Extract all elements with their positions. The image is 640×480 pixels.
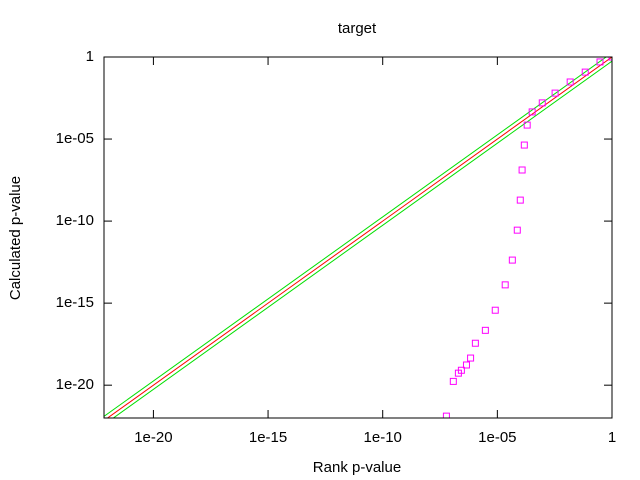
data-point (551, 89, 559, 97)
x-tick-label: 1e-20 (134, 429, 172, 446)
data-point (454, 369, 462, 377)
y-tick-label: 1e-15 (56, 294, 94, 311)
y-tick-label: 1 (86, 48, 94, 65)
plot-frame (103, 56, 613, 419)
data-point (528, 108, 536, 116)
data-point (516, 196, 524, 204)
reference-line (104, 57, 608, 417)
x-tick-label: 1 (608, 429, 616, 446)
data-point (581, 68, 589, 76)
data-point (442, 412, 450, 418)
y-axis-label: Calculated p-value (7, 176, 24, 300)
data-point (462, 361, 470, 369)
reference-line (106, 57, 612, 418)
data-point (513, 226, 521, 234)
data-point (520, 141, 528, 149)
y-tick-label: 1e-05 (56, 130, 94, 147)
data-point (523, 121, 531, 129)
x-tick-label: 1e-10 (364, 429, 402, 446)
data-point (538, 99, 546, 107)
x-tick-label: 1e-15 (249, 429, 287, 446)
data-point (508, 256, 516, 264)
data-point (449, 377, 457, 385)
data-point (471, 339, 479, 347)
data-point (501, 281, 509, 289)
data-point (481, 326, 489, 334)
data-point (596, 58, 604, 66)
plot-area (104, 57, 612, 418)
y-tick-label: 1e-20 (56, 376, 94, 393)
chart-title: target (338, 20, 377, 37)
data-point (491, 306, 499, 314)
data-point (566, 78, 574, 86)
y-tick-label: 1e-10 (56, 212, 94, 229)
data-point (467, 354, 475, 362)
data-point (518, 166, 526, 174)
x-axis-label: Rank p-value (313, 459, 401, 476)
x-tick-label: 1e-05 (478, 429, 516, 446)
